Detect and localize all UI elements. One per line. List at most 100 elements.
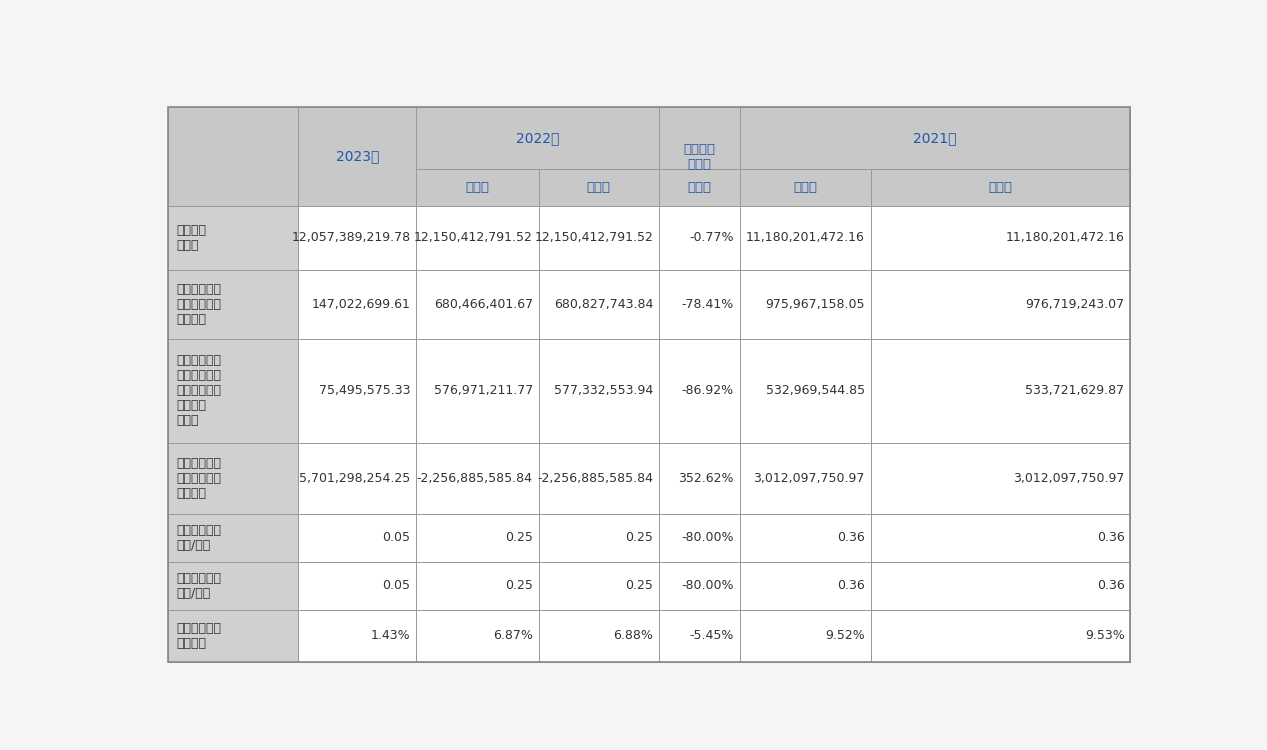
Text: 1.43%: 1.43% [371,629,411,642]
Text: 稏释每股收益
（元/股）: 稏释每股收益 （元/股） [176,572,220,599]
Text: 12,057,389,219.78: 12,057,389,219.78 [291,231,411,244]
Bar [538,339,659,443]
Bar [740,562,870,610]
Bar [538,170,659,206]
Bar [417,339,538,443]
Text: 本年比上
年增减: 本年比上 年增减 [683,142,716,171]
Text: -2,256,885,585.84: -2,256,885,585.84 [537,472,653,484]
Bar [740,514,870,562]
Bar [169,206,298,269]
Bar [870,269,1130,339]
Text: -2,256,885,585.84: -2,256,885,585.84 [417,472,533,484]
Bar [169,514,298,562]
Bar [538,514,659,562]
Bar [169,610,298,662]
Text: 0.25: 0.25 [625,579,653,592]
Text: 75,495,575.33: 75,495,575.33 [319,384,411,398]
Bar [417,610,538,662]
Text: 680,466,401.67: 680,466,401.67 [433,298,533,310]
Text: 9.53%: 9.53% [1085,629,1125,642]
Bar [417,514,538,562]
Bar [740,170,870,206]
Text: 0.25: 0.25 [506,531,533,544]
Bar [298,610,417,662]
Bar [659,514,740,562]
Text: 533,721,629.87: 533,721,629.87 [1025,384,1125,398]
Bar [417,562,538,610]
Text: -80.00%: -80.00% [682,531,734,544]
Text: -78.41%: -78.41% [682,298,734,310]
Bar [538,562,659,610]
Bar [659,339,740,443]
Bar [298,107,417,206]
Bar [169,107,298,206]
Text: 2021年: 2021年 [914,131,957,146]
Bar [298,339,417,443]
Text: 5,701,298,254.25: 5,701,298,254.25 [299,472,411,484]
Bar [870,206,1130,269]
Text: 577,332,553.94: 577,332,553.94 [554,384,653,398]
Bar [298,562,417,610]
Text: 调整前: 调整前 [465,182,489,194]
Text: 营业收入
（元）: 营业收入 （元） [176,224,207,252]
Text: 调整后: 调整后 [587,182,611,194]
Bar [538,443,659,514]
Text: 12,150,412,791.52: 12,150,412,791.52 [414,231,533,244]
Text: 6.87%: 6.87% [493,629,533,642]
Text: 147,022,699.61: 147,022,699.61 [312,298,411,310]
Bar [740,443,870,514]
Bar [659,107,740,206]
Text: 调整后: 调整后 [988,182,1012,194]
Bar [298,206,417,269]
Text: 576,971,211.77: 576,971,211.77 [433,384,533,398]
Bar [870,514,1130,562]
Bar [740,206,870,269]
Bar [870,562,1130,610]
Bar [417,107,659,170]
Text: 0.05: 0.05 [383,531,411,544]
Bar [417,269,538,339]
Text: -5.45%: -5.45% [689,629,734,642]
Bar [417,443,538,514]
Text: 0.25: 0.25 [625,531,653,544]
Bar [659,443,740,514]
Bar [659,610,740,662]
Bar [298,514,417,562]
Bar [659,269,740,339]
Text: 975,967,158.05: 975,967,158.05 [765,298,865,310]
Bar [740,610,870,662]
Text: -80.00%: -80.00% [682,579,734,592]
Text: 调整前: 调整前 [793,182,817,194]
Text: 归属于上市公
司股东的扣除
非经常性损益
的净利润
（元）: 归属于上市公 司股东的扣除 非经常性损益 的净利润 （元） [176,354,220,428]
Text: 加权平均净资
产收益率: 加权平均净资 产收益率 [176,622,220,650]
Bar [169,562,298,610]
Text: 12,150,412,791.52: 12,150,412,791.52 [535,231,653,244]
Text: 11,180,201,472.16: 11,180,201,472.16 [746,231,865,244]
Bar [298,443,417,514]
Text: 归属于上市公
司股东的净利
润（元）: 归属于上市公 司股东的净利 润（元） [176,283,220,326]
Bar [538,269,659,339]
Text: 0.36: 0.36 [1097,579,1125,592]
Text: 2023年: 2023年 [336,150,379,164]
Bar [870,339,1130,443]
Bar [169,339,298,443]
Text: 0.25: 0.25 [506,579,533,592]
Text: -0.77%: -0.77% [689,231,734,244]
Text: 3,012,097,750.97: 3,012,097,750.97 [1014,472,1125,484]
Text: 经营活动产生
的现金流量净
额（元）: 经营活动产生 的现金流量净 额（元） [176,457,220,500]
Text: 352.62%: 352.62% [678,472,734,484]
Bar [740,269,870,339]
Text: 6.88%: 6.88% [613,629,653,642]
Text: 0.05: 0.05 [383,579,411,592]
Bar [659,562,740,610]
Bar [169,269,298,339]
Bar [659,206,740,269]
Bar [538,610,659,662]
Text: 9.52%: 9.52% [825,629,865,642]
Text: 11,180,201,472.16: 11,180,201,472.16 [1006,231,1125,244]
Text: 0.36: 0.36 [1097,531,1125,544]
Bar [870,610,1130,662]
Text: 调整后: 调整后 [688,182,711,194]
Text: 2022年: 2022年 [516,131,560,146]
Bar [740,107,1130,170]
